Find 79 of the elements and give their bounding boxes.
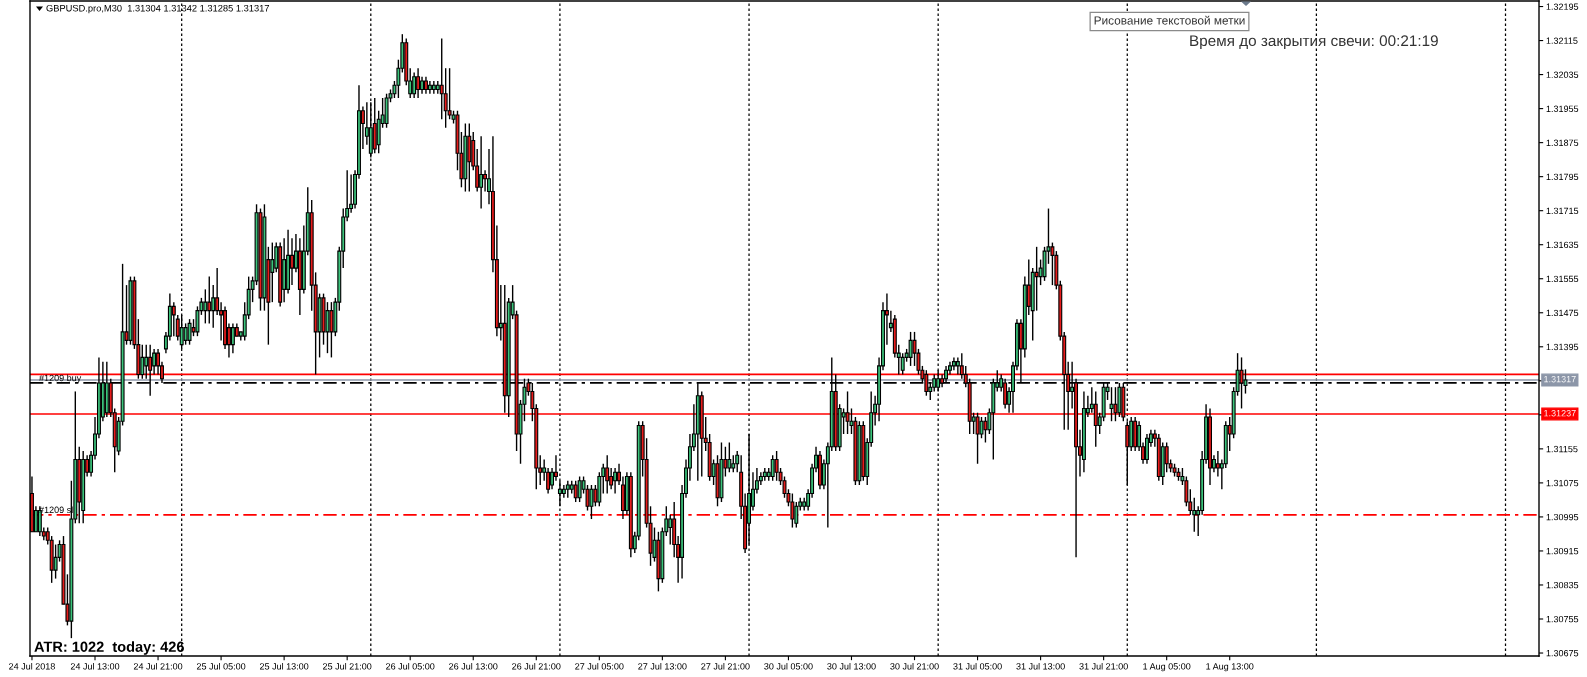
candlestick [979, 416, 984, 439]
candlestick [230, 322, 235, 354]
x-tick-label: 1 Aug 05:00 [1143, 663, 1191, 672]
candlestick [1109, 386, 1114, 422]
y-tick-label: 1.31395 [1546, 343, 1579, 351]
candlestick [845, 390, 850, 435]
x-tick-label: 27 Jul 05:00 [575, 662, 624, 670]
candlestick [290, 237, 294, 286]
candlestick [774, 450, 779, 482]
x-tick-label: 25 Jul 05:00 [196, 662, 246, 670]
candlestick [1145, 433, 1149, 465]
candlestick [1034, 246, 1039, 312]
y-tick-label: 1.31875 [1546, 139, 1579, 146]
annotation: Рисование текстовой метки [1094, 15, 1245, 25]
x-tick-label: 31 Jul 21:00 [1079, 662, 1128, 670]
x-tick-label: 24 Jul 21:00 [133, 662, 183, 670]
x-tick-label: 24 Jul 13:00 [70, 662, 120, 670]
candlestick [1113, 386, 1118, 422]
ref-line-label: 1.31237 [1544, 410, 1576, 417]
chart-title: GBPUSD.pro,M30 1.31304 1.31342 1.31285 1.31317 [46, 4, 270, 14]
candlestick [447, 67, 452, 120]
x-tick-label: 31 Jul 05:00 [953, 662, 1002, 670]
candlestick [412, 71, 417, 99]
candlestick [140, 343, 145, 380]
candlestick [589, 484, 594, 520]
y-tick-label: 1.31475 [1546, 309, 1579, 317]
candlestick [207, 275, 212, 325]
y-tick-label: 1.32195 [1546, 3, 1579, 10]
y-tick-label: 1.31955 [1546, 105, 1579, 112]
ref-line-label: 1.31317 [1544, 375, 1576, 383]
y-tick-label: 1.30675 [1546, 649, 1579, 657]
ref-line-label: #1209 buy [39, 374, 82, 383]
candlestick [900, 352, 905, 376]
candlestick [975, 412, 980, 465]
candlestick [790, 492, 795, 529]
candlestick [329, 301, 334, 359]
candlestick [171, 301, 176, 337]
x-tick-label: 30 Jul 05:00 [764, 662, 813, 670]
y-tick-label: 1.31555 [1546, 275, 1579, 283]
y-tick-label: 1.32115 [1546, 37, 1578, 44]
candlestick [479, 135, 484, 210]
x-tick-label: 25 Jul 13:00 [259, 662, 309, 670]
candlestick [144, 343, 149, 380]
y-tick-label: 1.30755 [1546, 615, 1579, 623]
x-tick-label: 30 Jul 21:00 [890, 662, 939, 670]
annotation: ATR: 1022 today: 426 [34, 641, 184, 655]
candlestick [203, 288, 208, 325]
candlestick [53, 543, 58, 580]
x-tick-label: 26 Jul 21:00 [512, 662, 561, 670]
candlestick [613, 467, 618, 495]
y-tick-label: 1.31155 [1546, 445, 1578, 453]
candlestick [1239, 356, 1244, 410]
x-tick-label: 27 Jul 21:00 [701, 662, 750, 670]
x-tick-label: 27 Jul 13:00 [638, 662, 687, 670]
candlestick [325, 301, 330, 354]
y-tick-label: 1.30835 [1546, 581, 1579, 589]
candlestick [668, 514, 673, 546]
x-tick-label: 25 Jul 21:00 [323, 662, 372, 670]
y-tick-label: 1.32035 [1546, 71, 1579, 78]
x-tick-label: 30 Jul 13:00 [827, 662, 876, 670]
annotation: Время до закрытия свечи: 00:21:19 [1190, 35, 1438, 50]
y-tick-label: 1.31715 [1546, 207, 1579, 215]
candlestick [270, 241, 275, 303]
x-tick-label: 31 Jul 13:00 [1016, 662, 1065, 670]
x-tick-label: 1 Aug 13:00 [1206, 663, 1254, 672]
y-tick-label: 1.31075 [1546, 479, 1579, 487]
candlestick [983, 416, 988, 444]
x-tick-label: 24 Jul 2018 [9, 662, 55, 670]
y-tick-label: 1.30995 [1546, 513, 1579, 521]
y-tick-label: 1.31795 [1546, 173, 1579, 181]
y-tick-label: 1.30915 [1546, 547, 1579, 555]
candlestick [187, 318, 192, 346]
candlestick [443, 67, 448, 129]
x-tick-label: 26 Jul 05:00 [386, 662, 435, 670]
y-tick-label: 1.31635 [1546, 241, 1579, 249]
candlestick [1093, 390, 1098, 448]
candlestick [605, 454, 610, 495]
x-tick-label: 26 Jul 13:00 [449, 662, 498, 670]
candlestick [1164, 441, 1169, 473]
